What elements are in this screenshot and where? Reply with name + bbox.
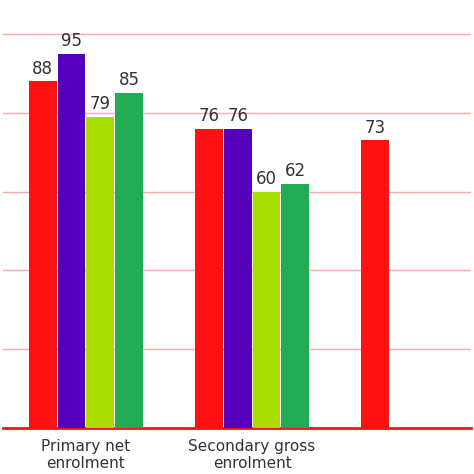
Text: 73: 73: [365, 118, 386, 137]
Bar: [281, 184, 309, 428]
Bar: [361, 140, 389, 428]
Bar: [29, 82, 57, 428]
Bar: [224, 128, 252, 428]
Bar: [253, 191, 281, 428]
Text: 79: 79: [90, 95, 111, 113]
Text: 76: 76: [199, 107, 219, 125]
Text: 95: 95: [61, 32, 82, 50]
Bar: [58, 54, 85, 428]
Text: 76: 76: [227, 107, 248, 125]
Bar: [195, 128, 223, 428]
Text: 85: 85: [118, 72, 139, 89]
Text: 62: 62: [284, 162, 306, 180]
Text: 88: 88: [32, 60, 53, 78]
Text: 60: 60: [256, 170, 277, 188]
Bar: [86, 117, 114, 428]
Bar: [115, 93, 143, 428]
